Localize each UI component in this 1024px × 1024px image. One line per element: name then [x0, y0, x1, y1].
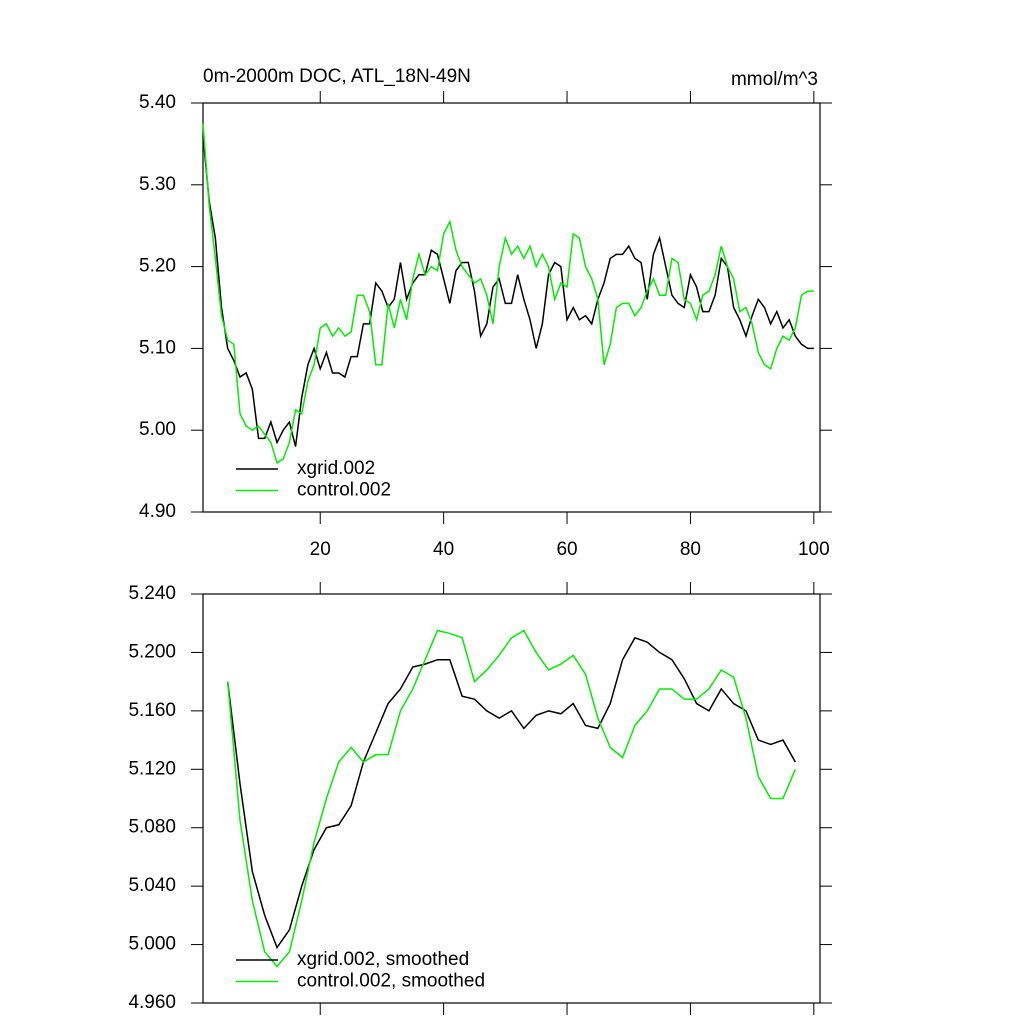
- y-tick-label: 5.160: [128, 700, 176, 721]
- series-line: [202, 123, 814, 465]
- series-line: [202, 135, 814, 447]
- y-tick-label: 4.960: [128, 992, 176, 1013]
- y-tick-label: 4.90: [139, 501, 176, 522]
- legend-label: xgrid.002, smoothed: [297, 949, 469, 970]
- plot-frame: [202, 102, 821, 513]
- y-tick-label: 5.200: [128, 641, 176, 662]
- x-tick-label: 40: [433, 539, 454, 560]
- chart-title: 0m-2000m DOC, ATL_18N-49N: [203, 66, 471, 87]
- y-tick-label: 5.00: [139, 419, 176, 440]
- x-tick-label: 60: [556, 539, 577, 560]
- y-tick-label: 5.240: [128, 583, 176, 604]
- x-tick-label: 100: [798, 539, 830, 560]
- units-label: mmol/m^3: [731, 69, 818, 90]
- y-tick-label: 5.30: [139, 174, 176, 195]
- y-tick-label: 5.20: [139, 256, 176, 277]
- legend-label: control.002, smoothed: [297, 971, 485, 992]
- series-line: [226, 636, 796, 950]
- plot-frame: [202, 593, 821, 1004]
- y-tick-label: 5.040: [128, 875, 176, 896]
- y-tick-label: 5.120: [128, 758, 176, 779]
- series-line: [226, 629, 797, 968]
- legend-label: control.002: [297, 480, 391, 501]
- y-tick-label: 5.40: [139, 92, 176, 113]
- y-tick-label: 5.000: [128, 934, 176, 955]
- x-tick-label: 80: [680, 539, 701, 560]
- legend-label: xgrid.002: [297, 458, 375, 479]
- x-tick-label: 20: [310, 539, 331, 560]
- y-tick-label: 5.080: [128, 817, 176, 838]
- y-tick-label: 5.10: [139, 337, 176, 358]
